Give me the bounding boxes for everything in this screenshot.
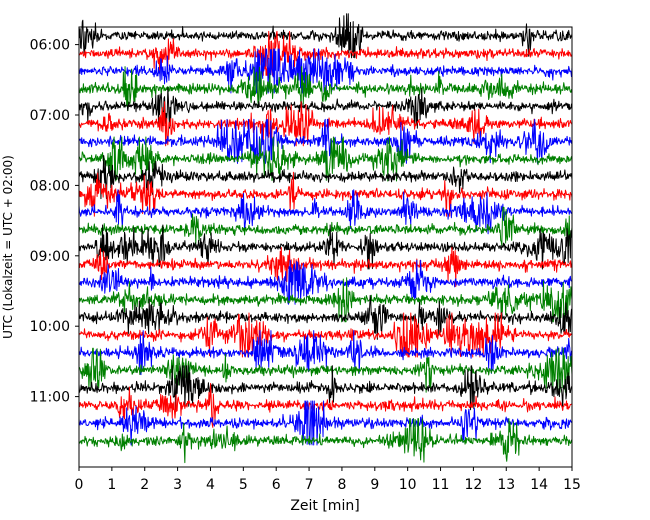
seismic-trace-1100 bbox=[78, 382, 573, 428]
seismic-trace-0730 bbox=[78, 136, 573, 182]
seismic-trace-0945 bbox=[78, 294, 573, 340]
x-tick-label: 4 bbox=[206, 477, 215, 493]
seismic-trace-0930 bbox=[78, 277, 573, 323]
y-tick-label: 09:00 bbox=[30, 249, 70, 265]
seismic-trace-0900 bbox=[78, 246, 573, 288]
x-axis-label: Zeit [min] bbox=[290, 498, 359, 514]
y-tick-label: 07:00 bbox=[30, 108, 70, 124]
seismic-trace-1130 bbox=[78, 418, 573, 464]
y-axis-label: UTC (Lokalzeit = UTC + 02:00) bbox=[1, 155, 15, 339]
x-tick-label: 14 bbox=[530, 477, 548, 493]
x-tick-label: 15 bbox=[563, 477, 581, 493]
trace-group bbox=[78, 13, 573, 464]
y-tick-label: 06:00 bbox=[30, 38, 70, 54]
x-tick-label: 2 bbox=[140, 477, 149, 493]
seismic-trace-0830 bbox=[78, 206, 573, 247]
seismic-trace-0745 bbox=[78, 154, 573, 200]
x-tick-label: 8 bbox=[337, 477, 346, 493]
x-tick-label: 5 bbox=[239, 477, 248, 493]
y-tick-label: 11:00 bbox=[30, 390, 70, 406]
seismic-trace-0915 bbox=[78, 259, 573, 305]
x-tick-label: 3 bbox=[173, 477, 182, 493]
seismic-trace-0545 bbox=[78, 13, 573, 59]
seismic-trace-0800 bbox=[78, 171, 573, 217]
x-tick-label: 12 bbox=[464, 477, 482, 493]
seismic-trace-1030 bbox=[78, 347, 573, 393]
y-axis: 06:00 07:00 08:00 09:00 10:00 11:00 bbox=[30, 38, 79, 406]
seismic-trace-0715 bbox=[78, 118, 573, 164]
seismic-trace-1045 bbox=[78, 365, 573, 411]
x-tick-label: 6 bbox=[272, 477, 281, 493]
x-tick-label: 0 bbox=[75, 477, 84, 493]
seismic-trace-0845 bbox=[78, 224, 573, 270]
x-tick-label: 1 bbox=[107, 477, 116, 493]
x-axis: 0 1 2 3 4 5 6 7 8 9 10 11 12 13 14 15 bbox=[75, 467, 581, 493]
seismic-trace-1115 bbox=[78, 400, 573, 446]
x-tick-label: 10 bbox=[399, 477, 417, 493]
plot-frame bbox=[78, 26, 573, 468]
x-tick-label: 11 bbox=[432, 477, 450, 493]
seismic-trace-0645 bbox=[78, 87, 573, 129]
y-tick-label: 10:00 bbox=[30, 319, 70, 335]
seismic-trace-0815 bbox=[78, 189, 573, 235]
seismic-trace-0615 bbox=[78, 48, 573, 94]
x-tick-label: 7 bbox=[305, 477, 314, 493]
y-tick-label: 08:00 bbox=[30, 178, 70, 194]
x-tick-label: 13 bbox=[497, 477, 515, 493]
seismic-trace-1000 bbox=[78, 312, 573, 358]
x-tick-label: 9 bbox=[370, 477, 379, 493]
seismic-trace-1015 bbox=[78, 330, 573, 376]
